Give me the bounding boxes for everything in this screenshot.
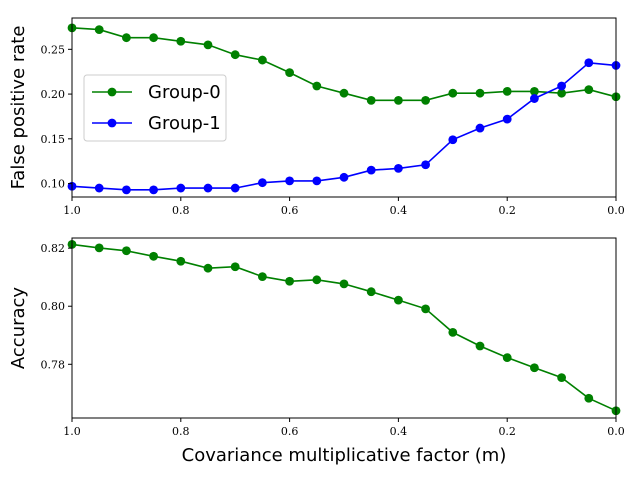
fpr-data-point [475,88,485,98]
accuracy-x-tick-label: 1.0 [63,425,81,438]
accuracy-data-point [230,262,240,272]
accuracy-y-tick-label: 0.78 [41,358,66,371]
fpr-data-point [475,123,485,133]
fpr-data-point [530,86,539,96]
fpr-x-tick-label: 1.0 [63,204,81,217]
fpr-data-point [149,33,159,43]
fpr-x-tick-label: 0.4 [390,204,408,217]
fpr-data-point [502,86,512,96]
fpr-data-point [530,94,539,103]
accuracy-data-point [421,304,430,314]
accuracy-data-point [176,256,186,266]
legend-swatch-marker-1 [107,118,117,128]
accuracy-data-point [584,393,594,403]
accuracy-data-point [339,279,349,289]
accuracy-y-axis-label: Accuracy [8,287,29,370]
fpr-x-tick-label: 0.0 [607,204,625,217]
accuracy-data-point [258,272,267,282]
fpr-data-point [339,172,349,182]
fpr-data-point [285,68,294,77]
fpr-data-point [176,36,186,46]
fpr-data-point [448,135,458,145]
fpr-panel: 1.0 0.8 0.6 0.4 0.2 0.0 0.10 0.15 0.20 0.25 False… [8,17,625,217]
accuracy-y-tick-label: 0.80 [41,300,66,313]
fpr-y-axis-label: False positive rate [8,26,29,190]
fpr-x-tick-label: 0.2 [498,204,516,217]
accuracy-marks [67,239,621,416]
accuracy-data-point [530,363,539,373]
fpr-data-point [312,176,322,186]
fpr-data-point [584,58,594,68]
accuracy-x-tick-label: 0.6 [281,425,299,438]
fpr-data-point [258,55,267,65]
accuracy-x-tick-label: 0.0 [607,425,625,438]
accuracy-ticks: 1.0 0.8 0.6 0.4 0.2 0.0 0.78 0.80 0.82 [41,242,625,438]
fpr-data-point [203,40,213,50]
fpr-y-tick-label: 0.25 [41,43,66,56]
accuracy-data-point [312,275,322,285]
fpr-data-point [122,185,131,195]
fpr-data-point [366,165,376,175]
fpr-data-point [421,160,430,170]
fpr-data-point [230,50,240,60]
fpr-data-point [557,81,566,91]
fpr-ticks: 1.0 0.8 0.6 0.4 0.2 0.0 0.10 0.15 0.20 0.25 [41,43,625,217]
fpr-data-point [557,88,566,98]
legend-label-0: Group-0 [148,82,221,103]
accuracy-data-point [149,251,159,261]
accuracy-data-point [122,246,131,256]
x-axis-label: Covariance multiplicative factor (m) [182,445,507,466]
accuracy-data-point [94,243,104,253]
fpr-data-point [421,95,430,105]
fpr-y-tick-label: 0.10 [41,178,66,191]
accuracy-x-tick-label: 0.4 [390,425,408,438]
fpr-data-point [94,25,104,35]
fpr-data-point [366,95,376,105]
fpr-data-point [394,163,403,173]
fpr-data-point [448,88,458,98]
fpr-data-point [203,183,213,193]
accuracy-x-tick-label: 0.2 [498,425,516,438]
fpr-data-point [394,95,403,105]
fpr-data-point [258,178,267,188]
fpr-y-tick-label: 0.20 [41,88,66,101]
fpr-data-point [285,176,294,186]
accuracy-data-point [203,263,213,273]
accuracy-data-point [448,327,458,337]
fpr-data-point [176,183,186,193]
fpr-data-point [502,114,512,124]
fpr-data-point [230,183,240,193]
accuracy-data-point [475,341,485,351]
fpr-x-tick-label: 0.8 [172,204,190,217]
accuracy-panel: 1.0 0.8 0.6 0.4 0.2 0.00.780.800.82 Accuracy … [8,237,625,466]
legend-swatch-marker-0 [107,87,117,97]
fpr-data-point [149,185,159,195]
accuracy-y-tick-label: 0.82 [41,242,66,255]
accuracy-x-tick-label: 0.8 [172,425,190,438]
fpr-data-point [339,88,349,98]
fpr-data-point [312,81,322,91]
accuracy-data-point [285,276,294,286]
fpr-data-point [122,33,131,43]
accuracy-plot-frame [71,237,617,419]
accuracy-data-point [502,353,512,363]
fpr-x-tick-label: 0.6 [281,204,299,217]
legend: Group-0 Group-1 [83,74,227,142]
fpr-plot-frame [71,17,617,198]
fpr-marks [67,23,621,195]
accuracy-data-point [366,287,376,297]
fpr-data-point [94,183,104,193]
legend-label-1: Group-1 [148,113,221,134]
accuracy-data-point [557,373,566,383]
fpr-y-tick-label: 0.15 [41,133,66,146]
accuracy-data-point [394,295,403,305]
fpr-data-point [584,85,594,94]
